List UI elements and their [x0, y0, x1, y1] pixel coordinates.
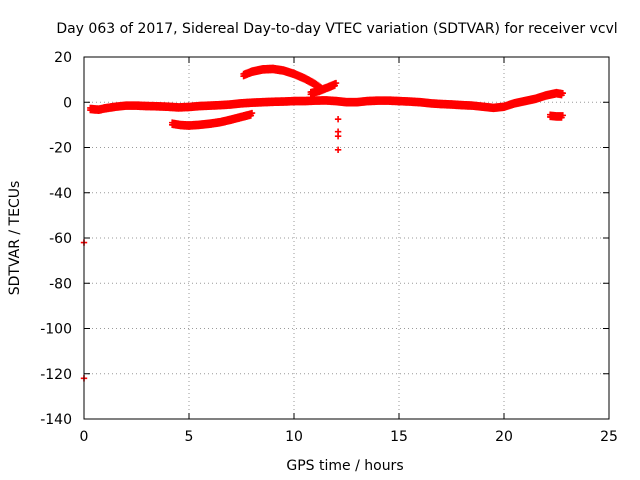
plot-frame	[83, 56, 610, 420]
data-point-rising-branch	[332, 79, 340, 87]
grid-lines	[84, 57, 609, 419]
chart-title: Day 063 of 2017, Sidereal Day-to-day VTE…	[56, 21, 617, 37]
x-tick-label: 5	[185, 429, 194, 445]
x-tick-label: 15	[390, 429, 408, 445]
x-tick-label: 20	[495, 429, 513, 445]
y-tick-label: -20	[49, 141, 72, 157]
y-tick-label: -100	[40, 322, 72, 338]
y-tick-label: -60	[49, 231, 72, 247]
y-tick-label: -120	[40, 367, 72, 383]
x-tick-label: 25	[600, 429, 618, 445]
y-tick-label: 0	[63, 95, 72, 111]
x-tick-label: 10	[285, 429, 303, 445]
data-point-scattered-outliers	[334, 146, 342, 153]
x-tick-label: 0	[80, 429, 89, 445]
data-point-lower-arc	[248, 109, 256, 117]
y-axis-label: SDTVAR / TECUs	[7, 181, 23, 296]
y-tick-label: -40	[49, 186, 72, 202]
x-axis-label: GPS time / hours	[286, 458, 403, 474]
data-point-scattered-outliers	[334, 116, 342, 123]
data-point-main-band	[559, 90, 566, 97]
data-point-scattered-outliers	[334, 132, 342, 140]
axis-ticks: 20 0 -20 -40 -60 -80 -100 -120 -140 0 5 10 15 20 25	[40, 50, 618, 445]
y-tick-label: -80	[49, 276, 72, 292]
data-points	[80, 64, 566, 382]
y-tick-label: -140	[40, 412, 72, 428]
y-tick-label: 20	[54, 50, 72, 66]
data-point-late-segment	[559, 112, 566, 119]
